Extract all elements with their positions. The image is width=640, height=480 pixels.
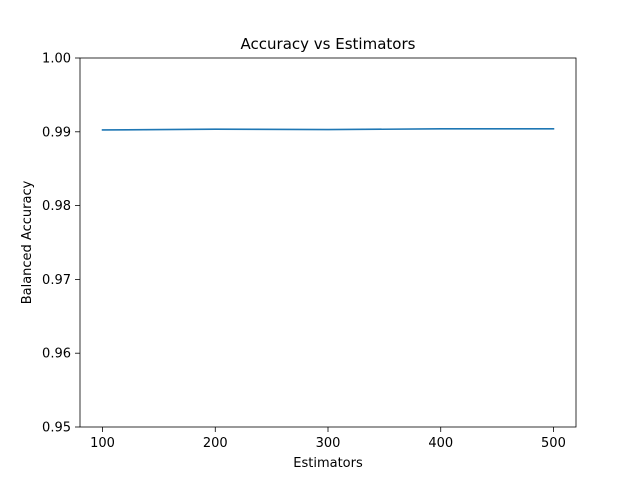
x-axis-ticks: 100 200 300 400 500 — [90, 427, 566, 451]
x-axis-label: Estimators — [293, 456, 363, 471]
x-tick-label: 400 — [428, 436, 453, 451]
y-tick-label: 0.96 — [42, 347, 71, 362]
y-tick-label: 0.98 — [42, 199, 71, 214]
y-axis-label: Balanced Accuracy — [20, 180, 35, 304]
plot-area — [79, 57, 577, 428]
y-axis-ticks: 0.95 0.96 0.97 0.98 0.99 1.00 — [42, 52, 80, 436]
x-tick-label: 200 — [203, 436, 228, 451]
chart-title: Accuracy vs Estimators — [241, 35, 416, 53]
y-tick-label: 0.99 — [42, 125, 71, 140]
x-tick-label: 100 — [90, 436, 115, 451]
y-tick-label: 0.97 — [42, 273, 71, 288]
y-tick-label: 0.95 — [42, 421, 71, 436]
x-tick-label: 500 — [541, 436, 566, 451]
series-layer — [101, 128, 555, 131]
y-tick-label: 1.00 — [42, 52, 71, 67]
series-line — [101, 128, 555, 131]
x-tick-label: 300 — [316, 436, 341, 451]
